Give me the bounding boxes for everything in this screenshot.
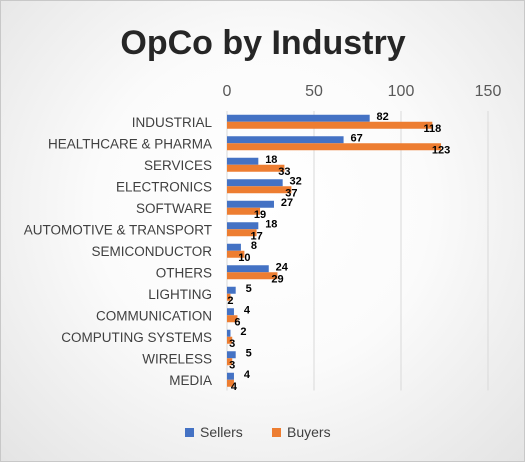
x-tick-label: 150 xyxy=(475,83,502,100)
bar-buyers xyxy=(227,143,442,151)
bar-buyers xyxy=(227,272,278,280)
bar-sellers xyxy=(227,222,259,230)
data-labels: 8211867123183332372719181781024295246235… xyxy=(227,111,450,393)
data-label-buyers: 19 xyxy=(254,209,266,221)
bar-sellers xyxy=(227,329,231,337)
bars xyxy=(227,114,442,387)
data-label-buyers: 4 xyxy=(231,381,238,393)
category-label: LIGHTING xyxy=(148,287,212,302)
bar-buyers xyxy=(227,379,234,387)
chart-title: OpCo by Industry xyxy=(120,24,405,62)
data-label-sellers: 18 xyxy=(265,218,277,230)
legend-swatch-sellers[interactable] xyxy=(185,428,194,437)
bar-sellers xyxy=(227,114,370,122)
category-label: WIRELESS xyxy=(142,351,212,366)
data-label-buyers: 2 xyxy=(227,295,233,307)
data-label-buyers: 6 xyxy=(234,316,240,328)
data-label-sellers: 5 xyxy=(246,347,252,359)
data-label-buyers: 118 xyxy=(423,123,441,135)
legend-swatch-buyers[interactable] xyxy=(272,428,281,437)
x-tick-label: 50 xyxy=(305,83,323,100)
category-label: INDUSTRIAL xyxy=(132,115,213,130)
legend[interactable]: Sellers Buyers xyxy=(185,424,331,440)
category-label: AUTOMOTIVE & TRANSPORT xyxy=(24,222,212,237)
x-tick-label: 0 xyxy=(223,83,232,100)
legend-label-buyers[interactable]: Buyers xyxy=(287,424,331,440)
bar-sellers xyxy=(227,179,283,187)
bar-buyers xyxy=(227,315,238,323)
bar-buyers xyxy=(227,250,245,258)
bar-buyers xyxy=(227,293,231,301)
data-label-sellers: 32 xyxy=(290,175,302,187)
data-label-sellers: 18 xyxy=(265,154,277,166)
data-label-sellers: 5 xyxy=(246,283,252,295)
bar-sellers xyxy=(227,308,234,316)
data-label-sellers: 4 xyxy=(244,304,251,316)
bar-sellers xyxy=(227,243,241,251)
data-label-buyers: 17 xyxy=(250,230,262,242)
legend-label-sellers[interactable]: Sellers xyxy=(200,424,243,440)
category-label: COMMUNICATION xyxy=(96,308,212,323)
data-label-sellers: 2 xyxy=(240,326,246,338)
data-label-buyers: 123 xyxy=(432,144,450,156)
category-label: MEDIA xyxy=(169,373,212,388)
bar-buyers xyxy=(227,207,261,215)
bar-buyers xyxy=(227,121,433,129)
category-label: HEALTHCARE & PHARMA xyxy=(48,136,212,151)
data-label-buyers: 3 xyxy=(229,359,235,371)
bar-sellers xyxy=(227,286,236,294)
data-label-sellers: 4 xyxy=(244,369,251,381)
category-label: COMPUTING SYSTEMS xyxy=(61,330,212,345)
bar-sellers xyxy=(227,200,274,208)
bar-sellers xyxy=(227,265,269,273)
data-label-buyers: 3 xyxy=(229,338,235,350)
data-label-sellers: 24 xyxy=(276,261,289,273)
bar-sellers xyxy=(227,136,344,144)
category-labels: INDUSTRIAL HEALTHCARE & PHARMA SERVICES ELE… xyxy=(24,115,213,388)
data-label-buyers: 37 xyxy=(285,187,297,199)
x-tick-label: 100 xyxy=(388,83,415,100)
bar-buyers xyxy=(227,186,292,194)
category-label: ELECTRONICS xyxy=(116,179,212,194)
bar-sellers xyxy=(227,157,259,165)
category-label: SEMICONDUCTOR xyxy=(91,244,212,259)
data-label-buyers: 33 xyxy=(278,166,290,178)
x-axis-ticks: 0 50 100 150 xyxy=(223,83,502,100)
data-label-sellers: 8 xyxy=(251,240,257,252)
bar-buyers xyxy=(227,229,257,237)
data-label-buyers: 10 xyxy=(238,252,250,264)
category-label: SERVICES xyxy=(144,158,212,173)
data-label-buyers: 29 xyxy=(271,273,283,285)
bar-buyers xyxy=(227,336,233,344)
bar-sellers xyxy=(227,372,234,380)
data-label-sellers: 67 xyxy=(350,132,362,144)
data-label-sellers: 27 xyxy=(281,197,293,209)
data-label-sellers: 82 xyxy=(377,111,389,123)
category-label: SOFTWARE xyxy=(136,201,212,216)
bar-sellers xyxy=(227,351,236,359)
category-label: OTHERS xyxy=(156,265,212,280)
bar-buyers xyxy=(227,164,285,172)
bar-buyers xyxy=(227,358,233,366)
